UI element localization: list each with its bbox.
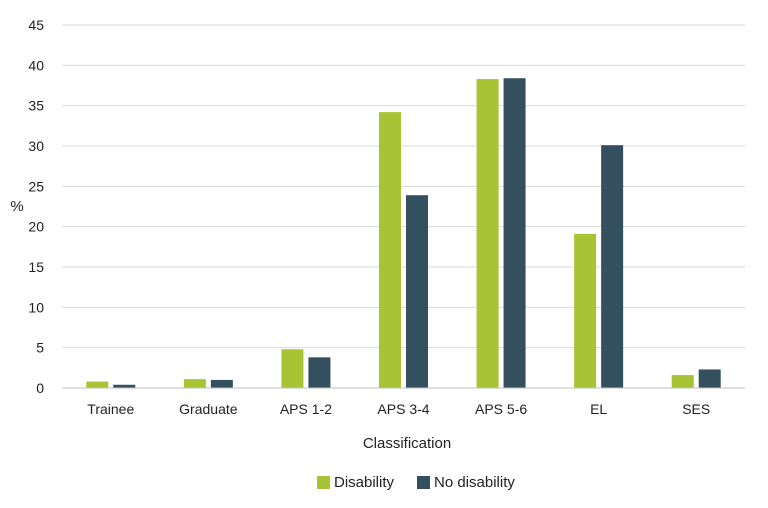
bar-disability [379,112,401,389]
y-tick-label: 10 [28,299,44,315]
bar-no-disability [698,369,721,388]
x-tick-label: Graduate [179,401,238,417]
bar-disability [86,381,109,388]
legend-swatch [317,476,330,489]
y-tick-label: 0 [36,380,44,396]
x-tick-label: SES [682,401,710,417]
y-tick-label: 15 [28,259,44,275]
y-tick-label: 35 [28,98,44,114]
y-tick-label: 30 [28,138,44,154]
x-axis-title: Classification [363,435,451,452]
bars [86,78,721,389]
x-tick-label: EL [590,401,607,417]
y-axis-title: % [10,198,23,215]
y-tick-label: 45 [28,17,44,33]
bar-no-disability [503,78,526,389]
legend: Disability No disability [317,474,515,491]
x-tick-label: Trainee [87,401,134,417]
bar-disability [281,349,304,388]
bar-no-disability [406,195,428,388]
bar-disability [183,379,206,388]
x-tick-label: APS 5-6 [475,401,527,417]
bar-no-disability [601,145,624,388]
bar-no-disability [210,379,233,388]
x-axis-ticks: Trainee Graduate APS 1-2 APS 3-4 APS 5-6 EL SE… [87,401,710,417]
legend-label: Disability [334,474,395,491]
y-tick-label: 20 [28,219,44,235]
gridlines [62,24,745,349]
y-axis-ticks: 0 5 10 15 20 25 30 35 40 45 [28,17,44,396]
bar-disability [574,233,597,388]
y-tick-label: 25 [28,178,44,194]
bar-no-disability [113,384,136,388]
bar-no-disability [308,357,331,388]
y-tick-label: 40 [28,57,44,73]
legend-swatch [417,476,430,489]
x-tick-label: APS 3-4 [377,401,429,417]
bar-disability [671,375,694,388]
x-tick-label: APS 1-2 [280,401,332,417]
y-tick-label: 5 [36,340,44,356]
legend-label: No disability [434,474,515,491]
bar-disability [476,79,499,389]
